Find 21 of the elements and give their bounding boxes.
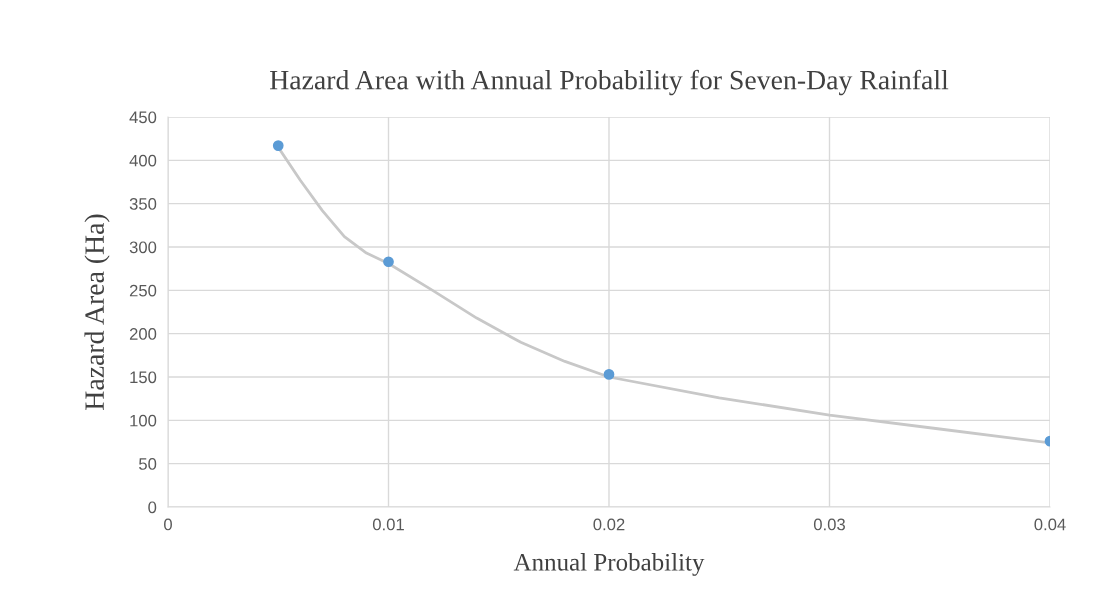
y-tick-label: 300 <box>129 241 157 254</box>
point <box>272 140 284 151</box>
y-tick-label: 250 <box>129 284 157 297</box>
x-tick-label: 0.03 <box>813 518 845 531</box>
y-tick-label: 150 <box>130 371 157 384</box>
y-tick-label: 200 <box>129 328 157 340</box>
x-axis-title: Annual Probability <box>513 553 705 576</box>
point <box>383 256 394 268</box>
y-tick-label: 0 <box>148 501 157 514</box>
point <box>603 369 615 380</box>
x-tick-label: 0 <box>164 518 172 531</box>
y-tick-label: 50 <box>139 458 157 470</box>
y-tick-label: 350 <box>129 198 157 210</box>
y-axis-title: Hazard Area (Ha) <box>84 214 110 410</box>
y-tick-label: 400 <box>129 154 157 167</box>
x-tick-label: 0.04 <box>1034 518 1066 531</box>
x-tick-label: 0.02 <box>593 518 625 531</box>
x-tick-label: 0.01 <box>372 518 404 531</box>
y-tick-label: 100 <box>130 414 157 427</box>
chart-title: Hazard Area with Annual Probability for Seven-Day Rainfall <box>269 69 949 96</box>
y-tick-label: 450 <box>129 111 157 124</box>
